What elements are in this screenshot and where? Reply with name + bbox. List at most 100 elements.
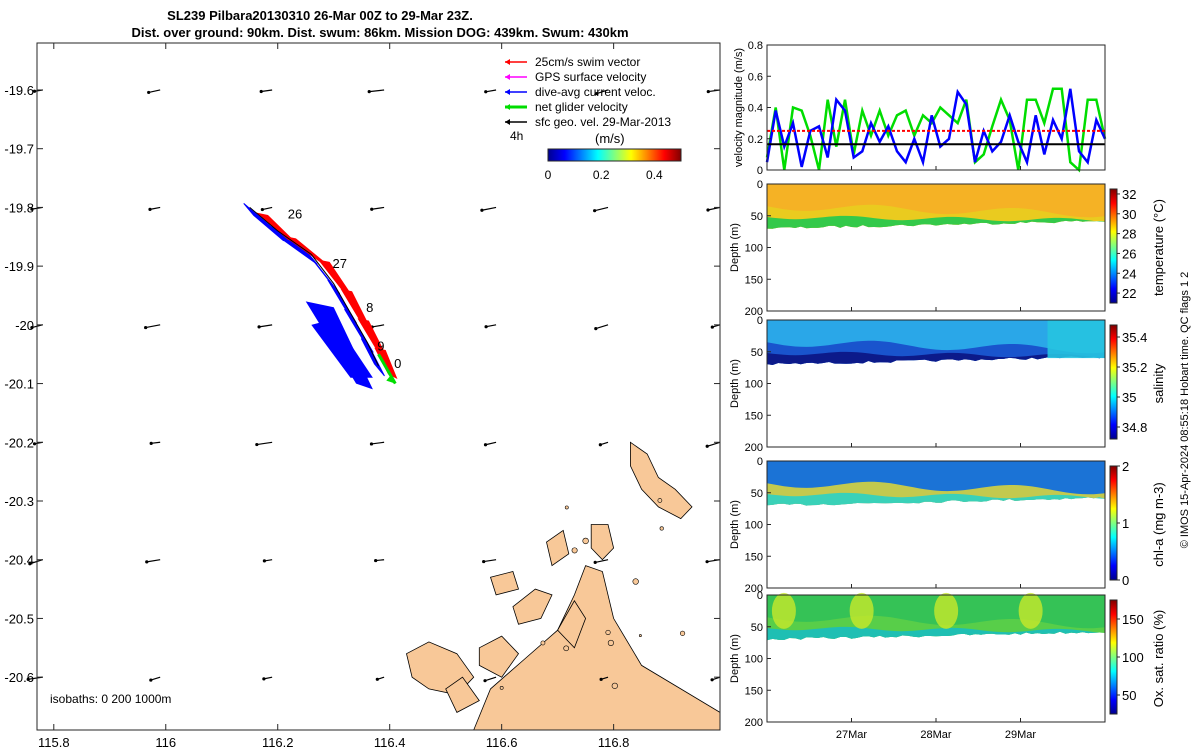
geo-velocity-arrow: [595, 559, 609, 563]
geo-velocity-arrowhead: [374, 558, 378, 563]
island: [638, 634, 642, 638]
island: [540, 640, 546, 646]
temperature-colorbar-tick-label: 26: [1122, 246, 1136, 261]
chla-y-tick-label: 150: [745, 551, 763, 563]
island: [582, 537, 589, 545]
geo-velocity-arrowhead: [710, 678, 714, 682]
land-mass-7: [489, 571, 520, 596]
temperature-colorbar-tick-label: 30: [1122, 207, 1136, 222]
y-tick-label: -19.7: [4, 142, 34, 157]
land-mass-3: [557, 600, 587, 649]
legend-label: 25cm/s swim vector: [535, 55, 640, 69]
velocity-series-line: [765, 87, 1107, 173]
geo-velocity-arrowhead: [705, 560, 709, 564]
salinity-ylabel: Depth (m): [730, 359, 741, 408]
chla-section-layer: [767, 492, 1105, 506]
salinity-colorbar-tick-label: 34.8: [1122, 420, 1147, 435]
figure-title: SL239 Pilbara20130310 26-Mar 00Z to 29-M…: [167, 8, 473, 23]
y-tick-label: -20.6: [4, 670, 34, 685]
velocity-series-line: [765, 88, 1107, 168]
geo-velocity-arrowhead: [593, 209, 597, 213]
geo-velocity-arrowhead: [484, 90, 488, 94]
colorbar-tick-label: 0.2: [593, 168, 610, 182]
oxygen-y-tick-label: 100: [745, 654, 763, 666]
x-tick-label: 116: [155, 735, 176, 750]
geo-velocity-arrow: [485, 89, 497, 93]
credit-text: © IMOS 15-Apr-2024 08:55:18 Hobart time.…: [1179, 272, 1191, 549]
temperature-ylabel: Depth (m): [730, 223, 741, 272]
geo-velocity-arrowhead: [706, 89, 710, 94]
geo-velocity-arrow: [146, 559, 161, 563]
colorbar-tick-label: 0.4: [646, 168, 663, 182]
legend-arrowhead: [505, 89, 510, 95]
geo-velocity-arrowhead: [367, 90, 371, 94]
y-tick-label: -20.3: [4, 494, 34, 509]
legend-interval: 4h: [510, 129, 523, 143]
legend-label: GPS surface velocity: [535, 70, 646, 84]
island: [659, 526, 664, 531]
temperature-colorbar-tick-label: 28: [1122, 227, 1136, 242]
chla-colorbar: [1109, 465, 1118, 581]
chla-y-tick-label: 100: [745, 520, 763, 532]
geo-velocity-arrow: [595, 324, 609, 330]
oxygen-high-patch: [849, 592, 874, 629]
geo-velocity-arrow: [261, 89, 273, 93]
island: [657, 498, 663, 503]
geo-velocity-arrowhead: [259, 89, 263, 94]
island: [499, 686, 504, 690]
geo-velocity-arrowhead: [262, 559, 267, 563]
geo-velocity-arrow: [371, 441, 385, 445]
oxygen-y-tick-label: 0: [757, 590, 763, 602]
geo-velocity-arrowhead: [147, 90, 151, 95]
geo-velocity-arrowhead: [483, 443, 488, 447]
velocity-colorbar: [547, 148, 682, 162]
salinity-y-tick-label: 200: [745, 442, 763, 454]
y-tick-label: -20.2: [4, 435, 34, 450]
salinity-y-tick-label: 0: [757, 315, 763, 327]
geo-velocity-arrowhead: [705, 444, 709, 448]
land-mass-2: [590, 524, 615, 561]
oxygen-section-layer: [767, 626, 1105, 641]
chla-y-tick-label: 0: [757, 456, 763, 468]
legend-arrowhead: [505, 59, 510, 65]
geo-velocity-arrowhead: [484, 325, 488, 329]
geo-velocity-arrow: [484, 676, 497, 682]
y-tick-label: -20.1: [4, 377, 34, 392]
salinity-y-tick-label: 150: [745, 410, 763, 422]
velocity-y-tick-label: 0.2: [748, 134, 763, 146]
legend-arrowhead: [505, 104, 510, 110]
time-tick-label: 27Mar: [836, 729, 868, 741]
chla-colorbar-tick-label: 1: [1122, 516, 1129, 531]
geo-velocity-arrowhead: [144, 325, 148, 330]
geo-velocity-arrowhead: [599, 677, 603, 681]
velocity-y-tick-label: 0.6: [748, 71, 763, 83]
velocity-plot-area: [767, 45, 1105, 170]
geo-velocity-arrowhead: [595, 91, 599, 96]
geo-velocity-arrowhead: [598, 443, 602, 447]
geo-velocity-arrow: [145, 324, 161, 329]
chla-colorbar-tick-label: 2: [1122, 459, 1129, 474]
legend-label: dive-avg current veloc.: [535, 85, 656, 99]
oxygen-colorbar-tick-label: 100: [1122, 650, 1144, 665]
oxygen-colorbar: [1109, 599, 1118, 715]
geo-velocity-arrow: [258, 324, 273, 328]
y-tick-label: -19.8: [4, 200, 34, 215]
geo-velocity-arrowhead: [149, 441, 153, 445]
day-label: 9: [377, 338, 384, 353]
geo-velocity-arrow: [372, 324, 385, 328]
geo-velocity-arrowhead: [260, 207, 264, 212]
salinity-colorbar-tick-label: 35: [1122, 390, 1136, 405]
x-tick-label: 116.8: [598, 735, 630, 750]
oxygen-high-patch: [934, 592, 959, 629]
temperature-y-tick-label: 150: [745, 274, 763, 286]
geo-velocity-arrowhead: [26, 677, 30, 681]
net-velocity-arrowhead: [386, 374, 396, 384]
island: [571, 547, 578, 554]
geo-velocity-arrow: [594, 206, 609, 212]
temperature-y-tick-label: 0: [757, 179, 763, 191]
oxygen-y-tick-label: 150: [745, 685, 763, 697]
oxygen-colorbar-tick-label: 150: [1122, 612, 1144, 627]
island: [679, 630, 686, 636]
y-tick-label: -20.5: [4, 611, 34, 626]
geo-velocity-arrowhead: [375, 677, 379, 681]
